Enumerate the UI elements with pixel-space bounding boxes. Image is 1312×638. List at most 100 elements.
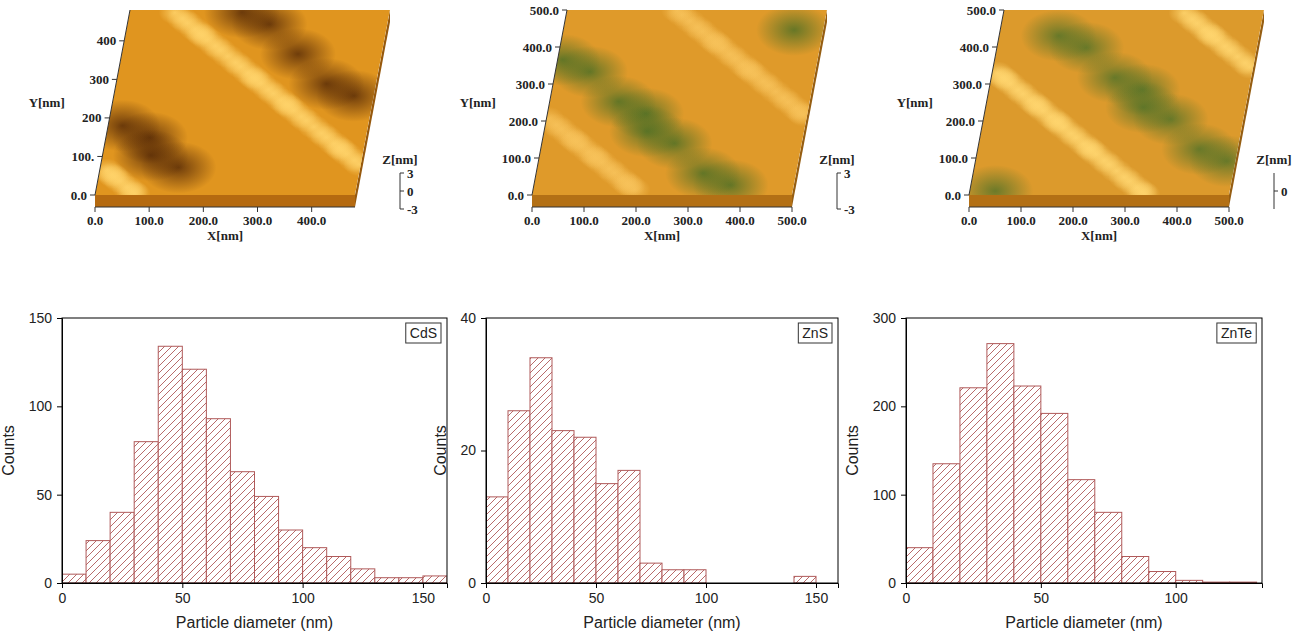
tick-label: 400: [97, 33, 117, 48]
bar: [327, 557, 351, 584]
tick-mark: [985, 84, 990, 85]
tick-label: 400.0: [725, 213, 754, 228]
bar: [574, 437, 596, 583]
tick-mark: [1177, 207, 1178, 212]
bar: [303, 548, 327, 583]
tick-label: 0: [407, 184, 414, 199]
axis-title: Particle diameter (nm): [583, 614, 740, 631]
tick-mark: [901, 495, 906, 496]
axis-title: X[nm]: [207, 228, 243, 243]
bar: [255, 496, 279, 583]
y-axis: 0100200300: [873, 310, 907, 591]
tick-label: 300: [89, 72, 109, 87]
sample-label: ZnS: [798, 323, 832, 343]
tick-mark: [481, 583, 486, 584]
tick-mark: [901, 318, 906, 319]
tick-label: 0: [483, 590, 491, 606]
axis-line: [907, 584, 1263, 589]
x-axis: 0 50 100: [903, 583, 1263, 606]
bar: [1095, 512, 1122, 583]
surface-texture: [957, 165, 1033, 217]
axis-line: [837, 173, 838, 209]
axis-title: Particle diameter (nm): [176, 614, 333, 631]
figure: 0.0100.0200.0300.0400.0X[nm]0.0100.20030…: [0, 0, 1312, 638]
y-axis: 0.0100.0200.0300.0400.0500.0Y[nm]: [460, 3, 567, 203]
tick-label: 200.0: [509, 114, 538, 129]
surface-texture: [756, 4, 832, 56]
tick: 100: [291, 583, 315, 606]
tick-label: 100.0: [569, 213, 598, 228]
surface-texture: [1229, 51, 1261, 75]
tick: 0: [44, 575, 62, 591]
tick: 0: [468, 575, 486, 591]
surface-texture: [702, 32, 734, 56]
tick: 100: [695, 583, 719, 606]
bar: [1041, 413, 1068, 583]
tick-label: 100.0: [502, 151, 531, 166]
tick: 100: [1165, 583, 1189, 606]
surface-texture: [609, 105, 685, 157]
tick-mark: [203, 207, 204, 212]
tick-mark: [400, 173, 404, 174]
axis-line: [95, 10, 130, 195]
bar: [1014, 386, 1041, 583]
plot-frame: [906, 318, 1262, 583]
surface: [525, 0, 833, 211]
tick-label: 500.0: [1214, 213, 1243, 228]
tick-label: 0.0: [508, 188, 524, 203]
axis-title: Y[nm]: [460, 95, 496, 110]
surface-texture: [1196, 24, 1228, 48]
tick-mark: [688, 207, 689, 212]
bars: [906, 344, 1257, 583]
tick-mark: [971, 158, 976, 159]
tick-label: 200.0: [1058, 213, 1087, 228]
tick-mark: [1125, 207, 1126, 212]
axis-title: Counts: [432, 425, 449, 476]
bar: [486, 497, 508, 583]
surface-texture: [326, 138, 358, 162]
axis-line: [57, 319, 63, 584]
bar: [960, 388, 987, 583]
bar: [508, 411, 530, 583]
tick-label: 0: [888, 575, 896, 591]
x-axis: 0.0100.0200.0300.0400.0500.0X[nm]: [961, 207, 1244, 243]
bar: [552, 431, 574, 583]
tick-label: -3: [407, 202, 418, 217]
bar: [279, 530, 303, 583]
tick-mark: [57, 583, 62, 584]
tick-mark: [837, 209, 841, 210]
tick-mark: [792, 207, 793, 212]
histogram-panel: 050100150050100150Particle diameter (nm)…: [0, 310, 447, 631]
axis-title: Z[nm]: [1256, 152, 1291, 167]
bar: [86, 541, 110, 583]
bar: [596, 484, 618, 583]
bar: [134, 442, 158, 583]
tick: 50: [175, 583, 191, 606]
tick: 0: [59, 583, 67, 606]
bar: [110, 512, 134, 583]
axis-title: Particle diameter (nm): [1005, 614, 1162, 631]
tick: 0: [903, 583, 911, 606]
tick-mark: [541, 121, 546, 122]
histogram-panel: 05010015002040Particle diameter (nm)Coun…: [432, 310, 838, 631]
tick-label: 0: [1281, 184, 1288, 199]
tick-label: 100.0: [1006, 213, 1035, 228]
surface-texture: [665, 147, 741, 199]
bar: [1068, 480, 1095, 583]
tick-label: 100: [1165, 590, 1189, 606]
axis-line: [532, 207, 792, 208]
tick-label: 0: [468, 575, 476, 591]
label-box: [1217, 323, 1256, 343]
tick-mark: [901, 406, 906, 407]
tick: 50: [1034, 583, 1050, 606]
tick-mark: [97, 156, 102, 157]
tick: 40: [460, 310, 486, 326]
bar: [158, 346, 182, 583]
tick-label: 50: [36, 487, 52, 503]
axis-title: Z[nm]: [382, 152, 417, 167]
title: ZnTe: [1221, 325, 1252, 341]
axis-line: [487, 584, 839, 589]
bar: [1122, 557, 1149, 584]
z-axis: -303Z[nm]: [382, 152, 418, 217]
tick: 0: [483, 583, 491, 606]
